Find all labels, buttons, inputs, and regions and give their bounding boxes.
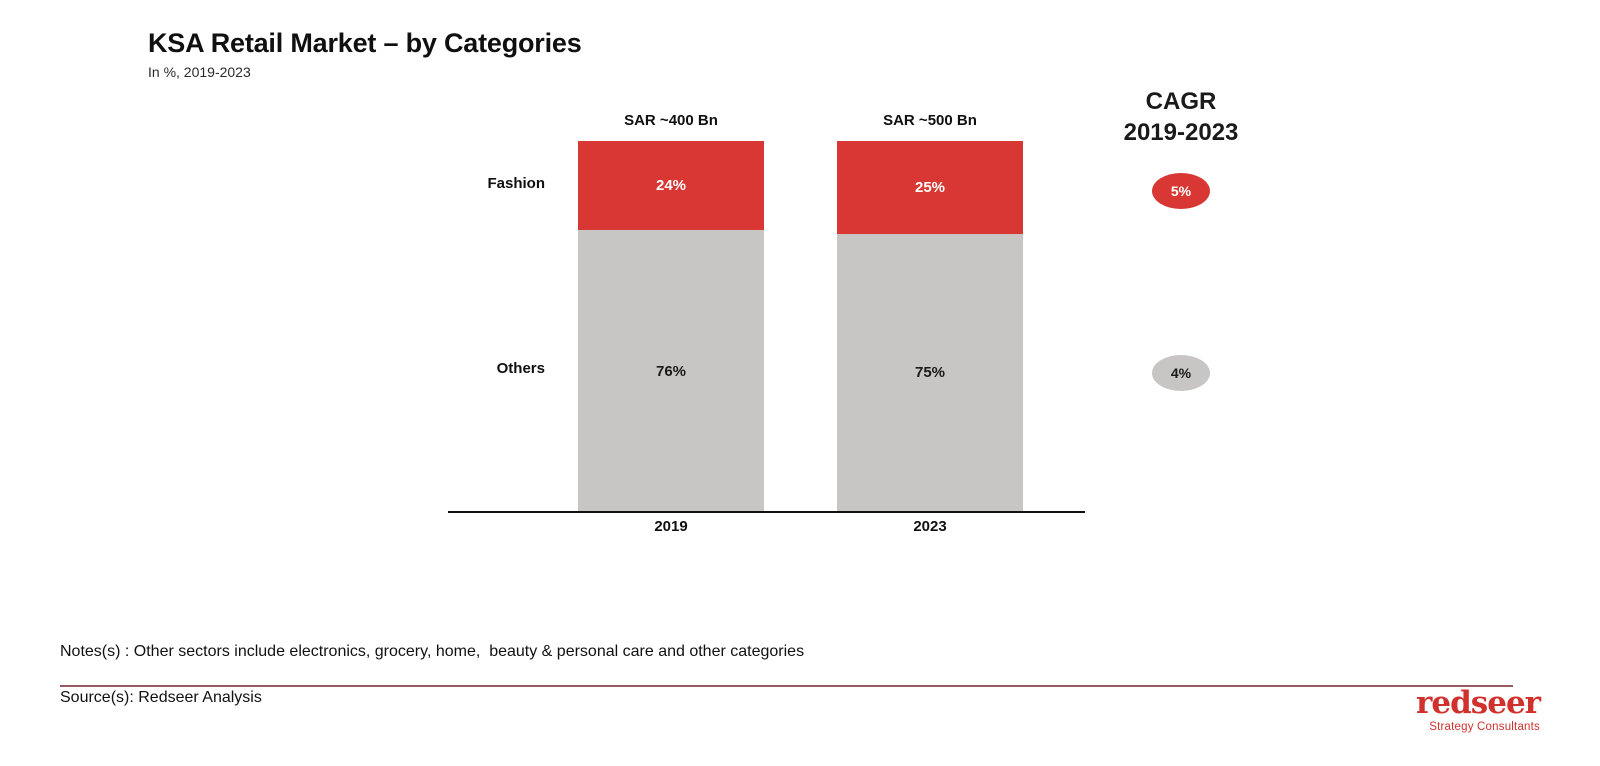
x-tick-2023: 2023 — [913, 518, 947, 535]
cagr-value-others: 4% — [1170, 365, 1192, 381]
bar-2019-fashion-value: 24% — [655, 177, 687, 195]
x-tick-2019: 2019 — [654, 518, 688, 535]
bar-2023-others-value: 75% — [914, 364, 946, 382]
bar-2023-fashion-value: 25% — [914, 178, 946, 196]
cagr-badge-others: 4% — [1152, 355, 1210, 391]
x-axis-line — [448, 511, 1085, 513]
page-subtitle: In %, 2019-2023 — [148, 64, 251, 80]
cagr-badge-fashion: 5% — [1152, 173, 1210, 209]
redseer-logo: redseer Strategy Consultants — [1416, 685, 1541, 734]
row-label-fashion: Fashion — [487, 175, 545, 192]
bar-2023-others-segment: 75% — [837, 233, 1023, 512]
redseer-logo-tagline: Strategy Consultants — [1429, 721, 1540, 733]
bar-2023-fashion-segment: 25% — [837, 141, 1023, 234]
page-title: KSA Retail Market – by Categories — [148, 28, 582, 58]
bar-2019-fashion-segment: 24% — [578, 141, 764, 231]
redseer-logo-wordmark: redseer — [1416, 685, 1541, 721]
cagr-title-line1: CAGR — [1145, 88, 1217, 115]
footer-divider — [60, 685, 1513, 687]
row-label-others: Others — [496, 360, 545, 377]
notes-text: Notes(s) : Other sectors include electro… — [60, 643, 805, 660]
bar-total-2023: SAR ~500 Bn — [883, 112, 977, 129]
bar-total-2019: SAR ~400 Bn — [624, 112, 718, 129]
bar-2019-others-value: 76% — [655, 362, 687, 380]
bar-2019-others-segment: 76% — [578, 230, 764, 512]
cagr-title-line2: 2019-2023 — [1123, 119, 1239, 146]
source-text: Source(s): Redseer Analysis — [60, 689, 262, 706]
bar-2019: 24% 76% — [578, 141, 764, 512]
cagr-panel-title: CAGR 2019-2023 — [1066, 86, 1296, 148]
bar-2023: 25% 75% — [837, 141, 1023, 512]
cagr-value-fashion: 5% — [1170, 183, 1192, 199]
